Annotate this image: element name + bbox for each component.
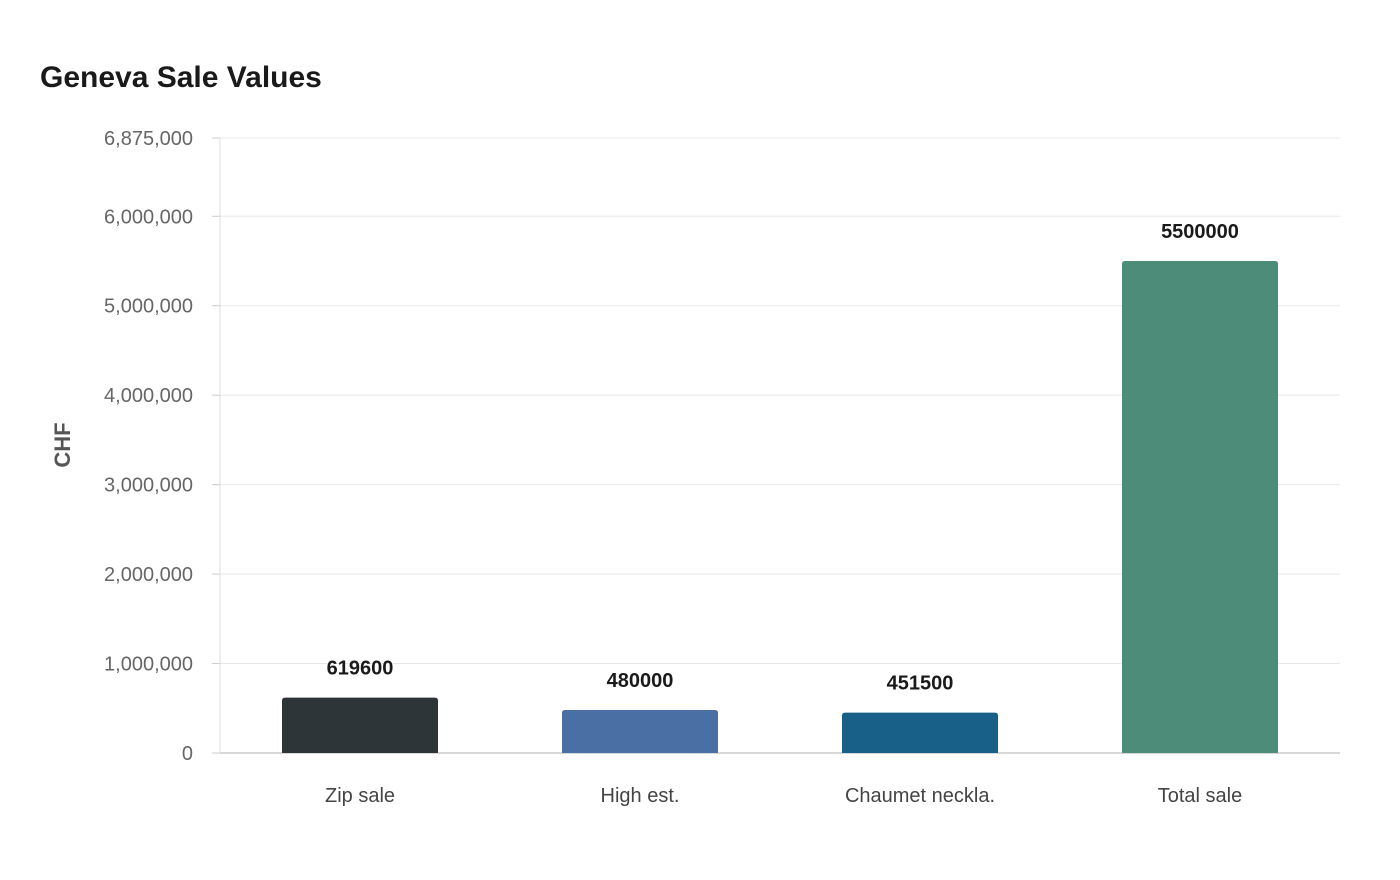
grid-lines xyxy=(220,137,1340,665)
data-label: 619600 xyxy=(327,658,394,680)
bars xyxy=(282,261,1278,753)
y-tick-label: 2,000,000 xyxy=(104,564,193,586)
y-tick-label: 6,875,000 xyxy=(104,128,193,150)
y-tick-labels: 0 1,000,000 2,000,000 3,000,000 4,000,000 5,0… xyxy=(104,128,193,765)
data-label: 451500 xyxy=(887,673,954,695)
x-tick-label: Zip sale xyxy=(325,785,395,807)
bar-chaumet-neckla xyxy=(842,712,998,753)
bar-total-sale xyxy=(1122,261,1278,753)
data-label: 5500000 xyxy=(1161,221,1239,243)
chart-title: Geneva Sale Values xyxy=(40,61,322,94)
bar-high-est xyxy=(562,710,718,753)
bar-zip-sale xyxy=(282,697,438,753)
y-tick-label: 0 xyxy=(182,743,193,765)
y-tick-label: 5,000,000 xyxy=(104,296,193,318)
data-label: 480000 xyxy=(607,670,674,692)
x-tick-label: Chaumet neckla. xyxy=(845,785,995,807)
category-labels: Zip sale High est. Chaumet neckla. Total sa… xyxy=(325,785,1242,807)
x-tick-label: High est. xyxy=(601,785,680,807)
x-tick-label: Total sale xyxy=(1158,785,1243,807)
y-axis-title: CHF xyxy=(50,422,75,467)
y-tick-label: 6,000,000 xyxy=(104,206,193,228)
y-tick-label: 3,000,000 xyxy=(104,475,193,497)
y-tick-label: 4,000,000 xyxy=(104,385,193,407)
data-labels: 619600 480000 451500 5500000 xyxy=(327,221,1239,695)
y-tick-label: 1,000,000 xyxy=(104,654,193,676)
